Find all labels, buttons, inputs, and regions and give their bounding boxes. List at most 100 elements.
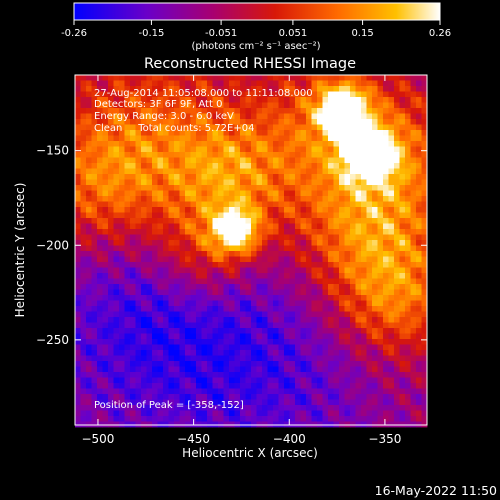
heatmap-cell	[350, 108, 356, 114]
heatmap-cell	[152, 113, 158, 120]
heatmap-cell	[416, 234, 422, 241]
heatmap-cell	[196, 289, 202, 296]
heatmap-cell	[300, 75, 307, 81]
heatmap-cell	[124, 102, 131, 109]
heatmap-cell	[300, 366, 307, 373]
heatmap-cell	[421, 344, 428, 351]
heatmap-cell	[383, 130, 389, 136]
heatmap-cell	[399, 168, 406, 175]
heatmap-cell	[207, 405, 213, 411]
heatmap-cell	[311, 119, 318, 125]
heatmap-cell	[405, 399, 411, 406]
heatmap-cell	[394, 185, 400, 191]
heatmap-cell	[289, 218, 296, 224]
heatmap-cell	[113, 179, 120, 186]
heatmap-cell	[157, 344, 164, 351]
heatmap-cell	[207, 251, 213, 257]
heatmap-cell	[262, 80, 268, 87]
heatmap-cell	[108, 119, 114, 125]
heatmap-cell	[157, 333, 164, 340]
heatmap-cell	[86, 91, 92, 98]
heatmap-cell	[256, 405, 263, 411]
heatmap-cell	[295, 130, 301, 136]
heatmap-cell	[240, 163, 246, 169]
x-tick-label: −500	[81, 432, 114, 446]
heatmap-cell	[339, 201, 345, 208]
heatmap-cell	[113, 80, 120, 87]
heatmap-cell	[223, 284, 230, 290]
heatmap-cell	[212, 218, 219, 224]
heatmap-cell	[377, 80, 384, 87]
heatmap-cell	[141, 124, 147, 131]
heatmap-cell	[201, 251, 208, 257]
heatmap-cell	[399, 135, 406, 142]
heatmap-cell	[251, 377, 257, 384]
heatmap-cell	[119, 251, 125, 257]
heatmap-cell	[322, 119, 329, 125]
heatmap-cell	[240, 245, 246, 252]
heatmap-cell	[75, 179, 81, 186]
heatmap-cell	[119, 372, 125, 378]
heatmap-cell	[377, 218, 384, 224]
heatmap-cell	[267, 267, 274, 274]
heatmap-cell	[322, 223, 329, 230]
heatmap-cell	[146, 179, 153, 186]
heatmap-cell	[328, 328, 334, 334]
heatmap-cell	[289, 333, 296, 340]
heatmap-cell	[267, 152, 274, 158]
heatmap-cell	[350, 163, 356, 169]
heatmap-cell	[135, 399, 142, 406]
heatmap-cell	[201, 218, 208, 224]
heatmap-cell	[300, 306, 307, 312]
heatmap-cell	[108, 75, 114, 81]
heatmap-cell	[405, 322, 411, 329]
heatmap-cell	[399, 416, 406, 422]
heatmap-cell	[328, 251, 334, 257]
heatmap-cell	[102, 223, 109, 230]
heatmap-cell	[174, 212, 180, 219]
heatmap-cell	[135, 306, 142, 312]
heatmap-cell	[97, 86, 103, 92]
heatmap-cell	[421, 306, 428, 312]
heatmap-cell	[75, 339, 81, 345]
heatmap-cell	[196, 201, 202, 208]
heatmap-cell	[372, 130, 378, 136]
heatmap-cell	[141, 284, 147, 290]
heatmap-cell	[399, 163, 406, 169]
heatmap-cell	[388, 361, 395, 367]
heatmap-cell	[163, 201, 169, 208]
heatmap-cell	[146, 75, 153, 81]
heatmap-cell	[251, 168, 257, 175]
heatmap-cell	[80, 108, 87, 114]
chart-title: Reconstructed RHESSI Image	[144, 56, 356, 72]
heatmap-cell	[163, 119, 169, 125]
heatmap-cell	[113, 267, 120, 274]
heatmap-cell	[168, 157, 175, 164]
heatmap-cell	[135, 212, 142, 219]
heatmap-cell	[179, 344, 186, 351]
heatmap-cell	[278, 322, 285, 329]
heatmap-cell	[146, 306, 153, 312]
heatmap-cell	[300, 185, 307, 191]
heatmap-cell	[102, 75, 109, 81]
heatmap-cell	[223, 399, 230, 406]
heatmap-cell	[355, 240, 362, 246]
heatmap-cell	[311, 289, 318, 296]
heatmap-cell	[416, 102, 422, 109]
heatmap-cell	[240, 251, 246, 257]
heatmap-cell	[383, 146, 389, 153]
heatmap-cell	[163, 91, 169, 98]
heatmap-cell	[383, 234, 389, 241]
heatmap-cell	[289, 223, 296, 230]
heatmap-cell	[262, 207, 268, 213]
heatmap-cell	[278, 207, 285, 213]
heatmap-cell	[212, 185, 219, 191]
heatmap-cell	[240, 333, 246, 340]
heatmap-cell	[355, 383, 362, 389]
heatmap-cell	[262, 267, 268, 274]
heatmap-cell	[388, 339, 395, 345]
heatmap-cell	[339, 333, 345, 340]
peak-position-label: Position of Peak = [-358,-152]	[94, 400, 244, 411]
heatmap-cell	[289, 152, 296, 158]
heatmap-cell	[399, 157, 406, 164]
